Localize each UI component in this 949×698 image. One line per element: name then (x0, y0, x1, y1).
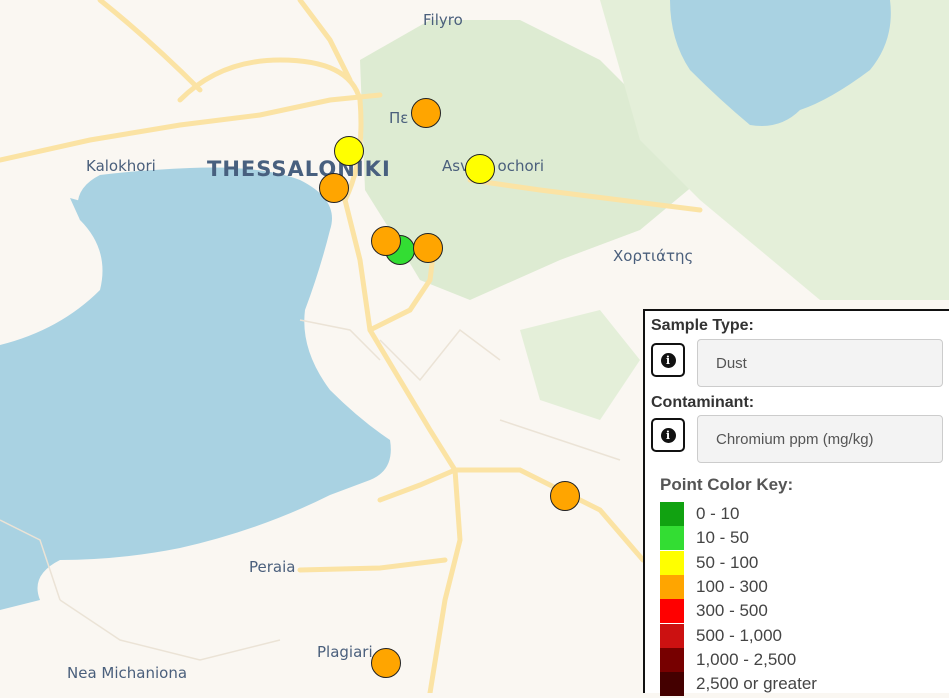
place-label-thessaloniki: THESSALONIKI (207, 157, 391, 181)
contaminant-select[interactable]: Chromium ppm (mg/kg) (697, 415, 943, 463)
sample-point[interactable] (371, 648, 401, 678)
place-label-nea-michaniona: Nea Michaniona (67, 664, 188, 682)
key-swatch (660, 575, 684, 599)
key-label: 0 - 10 (696, 504, 740, 523)
sample-type-label: Sample Type: (651, 317, 754, 334)
sample-point[interactable] (411, 98, 441, 128)
key-label: 100 - 300 (696, 577, 768, 596)
sample-point[interactable] (413, 233, 443, 263)
sample-point[interactable] (319, 173, 349, 203)
place-label-filyro: Filyro (423, 11, 463, 29)
place-label-peraia: Peraia (249, 558, 296, 576)
place-label-hortiatis: Χορτιάτης (613, 247, 694, 265)
sample-point[interactable] (550, 481, 580, 511)
key-swatch (660, 526, 684, 550)
key-label: 50 - 100 (696, 553, 759, 572)
key-row: 500 - 1,000 (660, 624, 782, 648)
key-label: 1,000 - 2,500 (696, 650, 797, 669)
sample-point[interactable] (371, 226, 401, 256)
sample-point[interactable] (334, 136, 364, 166)
key-row: 10 - 50 (660, 526, 749, 550)
key-swatch (660, 502, 684, 526)
key-row: 300 - 500 (660, 599, 768, 623)
key-swatch (660, 672, 684, 696)
key-label: 500 - 1,000 (696, 626, 783, 645)
key-row: 50 - 100 (660, 551, 758, 575)
key-label: 2,500 or greater (696, 674, 817, 693)
key-row: 1,000 - 2,500 (660, 648, 796, 672)
key-swatch (660, 599, 684, 623)
place-label-kalokhori: Kalokhori (86, 157, 156, 175)
key-swatch (660, 624, 684, 648)
key-row: 0 - 10 (660, 502, 739, 526)
sample-type-info-button[interactable]: i (651, 343, 685, 377)
sample-type-select[interactable]: Dust (697, 339, 943, 387)
key-label: 300 - 500 (696, 601, 768, 620)
key-row: 2,500 or greater (660, 672, 817, 696)
contaminant-info-button[interactable]: i (651, 418, 685, 452)
place-label-pefka: Πε (389, 109, 409, 127)
place-label-plagiari: Plagiari (317, 643, 373, 661)
place-label-asvestochori: Asv ochori (442, 157, 545, 175)
key-row: 100 - 300 (660, 575, 768, 599)
key-swatch (660, 551, 684, 575)
key-label: 10 - 50 (696, 528, 749, 547)
info-circle-icon: i (660, 352, 676, 368)
contaminant-label: Contaminant: (651, 394, 755, 411)
info-circle-icon: i (660, 427, 676, 443)
sample-point[interactable] (465, 154, 495, 184)
key-swatch (660, 648, 684, 672)
point-color-key-title: Point Color Key: (660, 475, 794, 494)
legend-panel: Sample Type: i Dust Contaminant: i Chrom… (643, 309, 949, 696)
